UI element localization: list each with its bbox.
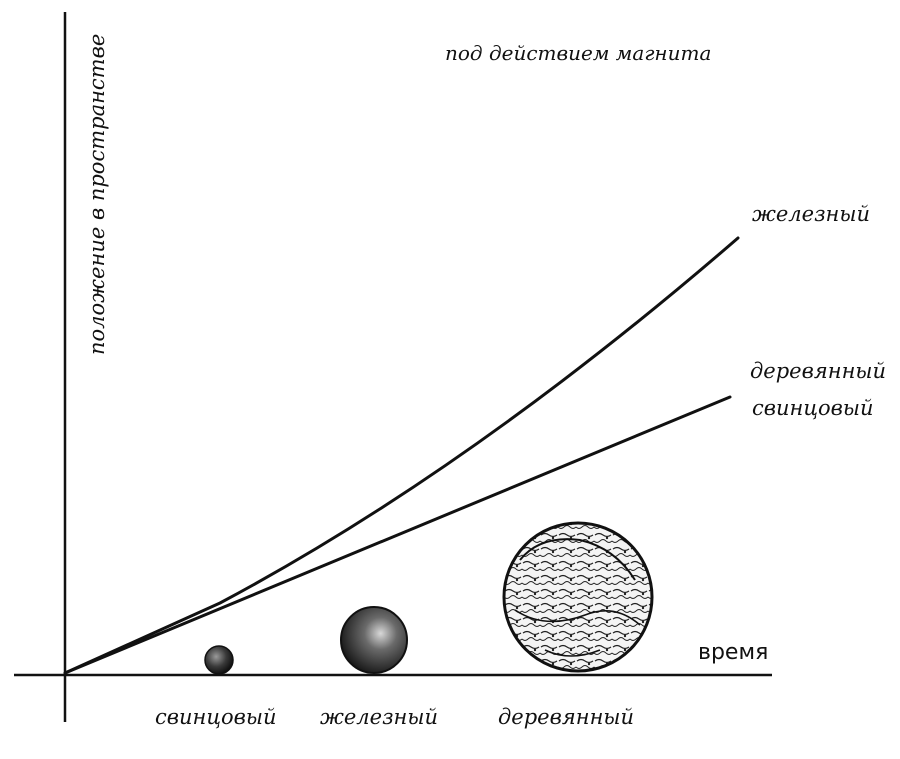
line-iron [63, 236, 740, 675]
wooden-ball [502, 521, 654, 673]
lead-ball [204, 645, 234, 675]
line-wood-lead [63, 395, 732, 675]
ball-label-wood: деревянный [498, 705, 634, 729]
ball-label-iron: железный [320, 705, 438, 729]
line-label-lead: свинцовый [752, 396, 874, 420]
line-label-wood: деревянный [750, 359, 886, 383]
iron-ball [340, 606, 408, 674]
y-axis-label: положение в пространстве [85, 34, 109, 355]
line-label-iron: железный [752, 202, 870, 226]
x-axis-label: время [698, 640, 768, 665]
diagram-title: под действием магнита [445, 41, 711, 65]
ball-label-lead: свинцовый [155, 705, 277, 729]
